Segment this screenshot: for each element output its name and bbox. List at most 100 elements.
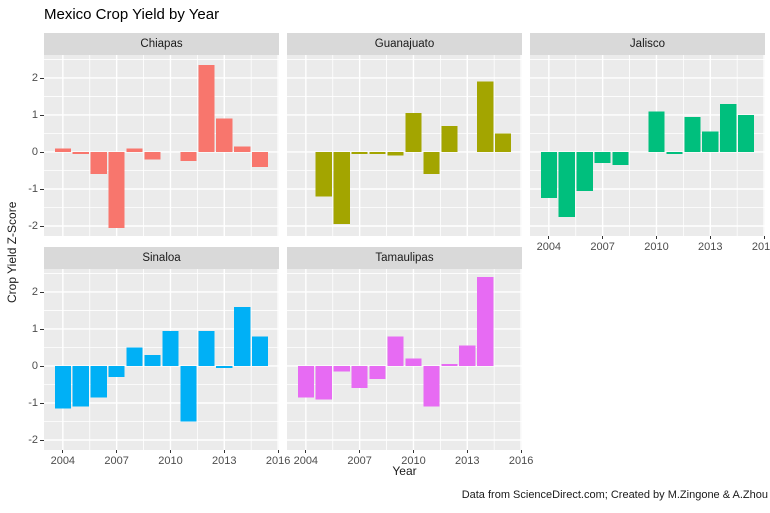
bar-sinaloa-2007 <box>108 365 125 378</box>
bar-guanajuato-2012 <box>441 126 458 152</box>
bar-jalisco-2015 <box>738 114 755 152</box>
facet-plot-chiapas <box>44 55 279 236</box>
x-tick-mark <box>548 236 550 239</box>
y-tick-mark <box>40 151 44 153</box>
bar-guanajuato-2009 <box>387 151 404 156</box>
bar-chiapas-2013 <box>216 118 233 152</box>
x-tick-label: 2010 <box>644 241 669 253</box>
bar-sinaloa-2006 <box>90 365 107 398</box>
x-tick-mark <box>466 450 468 453</box>
bar-jalisco-2012 <box>684 116 701 152</box>
y-tick-label: 1 <box>31 108 38 121</box>
bar-guanajuato-2008 <box>369 151 386 154</box>
y-tick-label: -2 <box>28 220 38 232</box>
x-tick-label: 2004 <box>536 241 562 253</box>
y-tick-label: -2 <box>28 434 38 446</box>
bar-tamaulipas-2014 <box>477 277 494 366</box>
x-tick-mark <box>169 450 171 453</box>
y-tick-mark <box>40 114 44 116</box>
bar-chiapas-2007 <box>108 151 125 228</box>
bar-chiapas-2015 <box>252 151 269 167</box>
x-tick-mark <box>655 236 657 239</box>
x-tick-label: 2016 <box>751 241 770 253</box>
bar-sinaloa-2010 <box>162 330 179 366</box>
bar-jalisco-2011 <box>666 151 683 154</box>
bar-sinaloa-2009 <box>144 354 161 366</box>
x-tick-label: 2013 <box>455 455 480 467</box>
y-tick-mark <box>40 328 44 330</box>
y-tick-label: 1 <box>31 322 38 335</box>
y-tick-mark <box>40 188 44 190</box>
x-axis-label: Year <box>392 464 417 478</box>
y-tick-label: 2 <box>31 285 38 298</box>
facet-panel-guanajuato <box>287 55 522 236</box>
bar-jalisco-2014 <box>720 103 737 152</box>
y-tick-mark <box>40 440 44 441</box>
bar-guanajuato-2011 <box>423 151 440 175</box>
x-tick-label: 2007 <box>590 241 615 253</box>
facet-strip-label: Chiapas <box>140 38 183 50</box>
bar-jalisco-2013 <box>702 131 719 152</box>
bar-sinaloa-2013 <box>216 365 233 368</box>
facet-strip-label: Jalisco <box>629 38 666 50</box>
bar-sinaloa-2005 <box>72 365 89 407</box>
bar-sinaloa-2014 <box>234 306 251 366</box>
x-tick-label: 2010 <box>158 455 183 467</box>
x-tick-label: 2013 <box>212 455 237 467</box>
facet-plot-sinaloa <box>44 269 279 450</box>
bar-tamaulipas-2008 <box>369 365 386 379</box>
bar-sinaloa-2015 <box>252 336 269 366</box>
bar-jalisco-2010 <box>648 111 665 152</box>
facet-strip-label: Tamaulipas <box>375 252 434 264</box>
facet-strip-chiapas: Chiapas <box>44 33 279 55</box>
x-tick-label: 2010 <box>401 455 426 467</box>
facet-plot-guanajuato <box>287 55 522 236</box>
bar-jalisco-2004 <box>540 151 557 199</box>
y-tick-label: 0 <box>31 359 38 372</box>
bar-guanajuato-2007 <box>351 151 368 154</box>
facet-panel-sinaloa <box>44 269 279 450</box>
bar-chiapas-2012 <box>198 64 215 152</box>
bar-tamaulipas-2006 <box>333 365 350 372</box>
bar-sinaloa-2011 <box>180 365 197 422</box>
bar-jalisco-2008 <box>612 151 629 165</box>
x-tick-label: 2016 <box>508 455 534 467</box>
y-tick-mark <box>40 226 44 227</box>
facet-strip-tamaulipas: Tamaulipas <box>287 247 522 269</box>
x-tick-mark <box>412 450 414 453</box>
x-tick-mark <box>520 450 522 453</box>
bar-tamaulipas-2011 <box>423 365 440 407</box>
facet-strip-label: Sinaloa <box>142 252 181 264</box>
facet-strip-sinaloa: Sinaloa <box>44 247 279 269</box>
facet-plot-jalisco <box>530 55 765 236</box>
bar-guanajuato-2005 <box>315 151 332 197</box>
y-tick-label: -1 <box>28 182 38 195</box>
bar-tamaulipas-2004 <box>297 365 314 398</box>
bar-chiapas-2006 <box>90 151 107 175</box>
facet-strip-jalisco: Jalisco <box>530 33 765 55</box>
chart-caption: Data from ScienceDirect.com; Created by … <box>461 489 768 501</box>
x-tick-mark <box>763 236 765 239</box>
x-tick-mark <box>116 450 118 453</box>
facet-strip-guanajuato: Guanajuato <box>287 33 522 55</box>
x-tick-label: 2007 <box>347 455 372 467</box>
bar-tamaulipas-2005 <box>315 365 332 400</box>
bar-tamaulipas-2007 <box>351 365 368 389</box>
x-tick-label: 2004 <box>293 455 319 467</box>
y-tick-label: 2 <box>31 71 38 84</box>
bar-guanajuato-2015 <box>495 133 512 152</box>
bar-jalisco-2006 <box>576 151 593 191</box>
x-tick-mark <box>62 450 64 453</box>
bar-sinaloa-2008 <box>126 347 143 366</box>
bar-tamaulipas-2012 <box>441 364 458 366</box>
x-tick-label: 2016 <box>265 455 291 467</box>
x-tick-mark <box>305 450 307 453</box>
bar-guanajuato-2014 <box>477 81 494 152</box>
facet-panel-tamaulipas <box>287 269 522 450</box>
bar-chiapas-2011 <box>180 151 197 162</box>
bar-tamaulipas-2009 <box>387 336 404 366</box>
y-tick-label: -1 <box>28 396 38 409</box>
bar-chiapas-2005 <box>72 151 89 154</box>
bar-guanajuato-2006 <box>333 151 350 225</box>
bar-chiapas-2009 <box>144 151 161 160</box>
